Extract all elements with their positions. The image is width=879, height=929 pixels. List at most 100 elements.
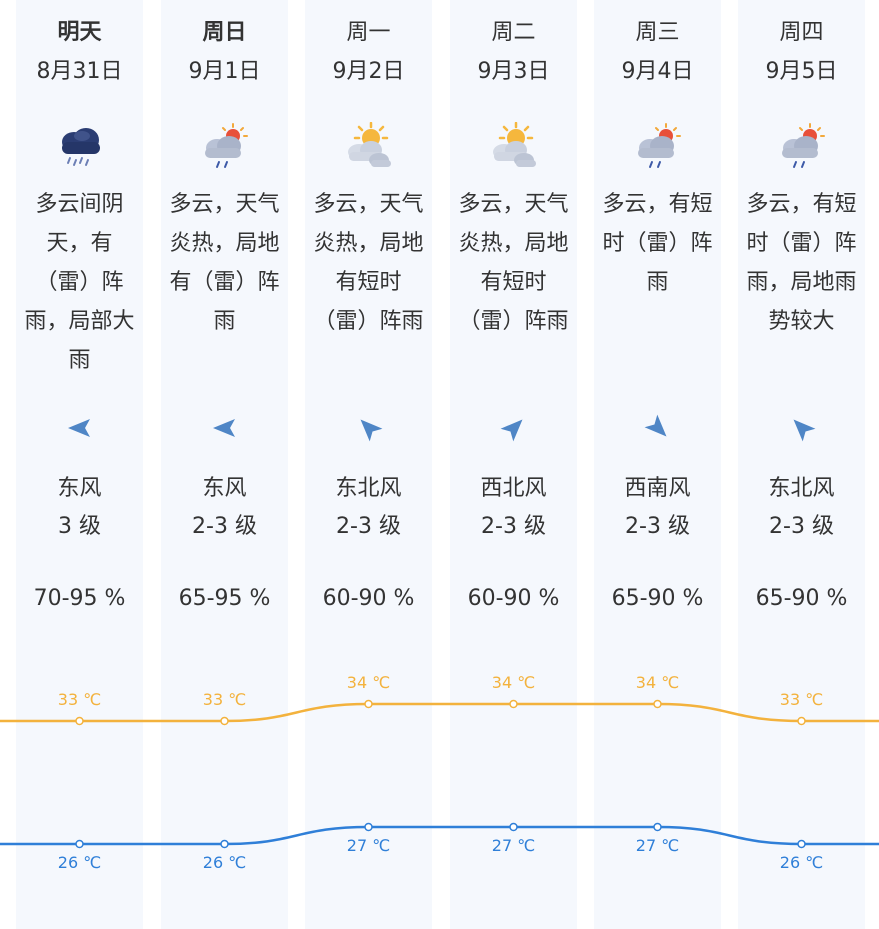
date-label: 9月4日	[621, 59, 694, 84]
weather-desc-line: 多云，天气	[458, 192, 569, 217]
weather-description: 多云，有短时（雷）阵雨，局地雨势较大	[740, 185, 863, 341]
low-temp-label: 26 ℃	[780, 853, 823, 872]
weather-desc-line: 有短时	[480, 270, 547, 295]
weather-desc-line: 雨	[646, 270, 669, 295]
rain-cloud-icon	[52, 122, 108, 174]
wind-direction-arrow-icon	[354, 413, 384, 443]
weather-desc-line: 炎热，局地	[313, 231, 424, 256]
wind-level: 2-3 级	[769, 514, 834, 539]
weather-desc-line: 雨，局部大	[24, 309, 135, 334]
low-temp-point	[653, 822, 662, 832]
weather-desc-line: 炎热，局地	[169, 231, 280, 256]
day-label: 周四	[779, 20, 824, 45]
wind-direction-arrow-icon	[787, 413, 817, 443]
weather-desc-line: 雨，局地雨	[746, 270, 857, 295]
weather-desc-line: （雷）阵雨	[313, 309, 424, 334]
sun-behind-clouds-icon	[341, 121, 397, 174]
sun-behind-clouds-icon	[486, 121, 542, 174]
humidity: 60-90 %	[467, 586, 560, 611]
date-label: 9月2日	[332, 59, 405, 84]
weather-desc-line: 时（雷）阵	[746, 231, 857, 256]
low-temp-point	[797, 839, 806, 849]
humidity: 65-95 %	[178, 586, 271, 611]
wind-direction: 西南风	[624, 476, 691, 501]
high-temp-label: 33 ℃	[203, 690, 246, 709]
high-temp-point	[797, 716, 806, 726]
weather-description: 多云，天气炎热，局地有短时 （雷）阵雨	[452, 185, 575, 341]
low-temp-label: 26 ℃	[203, 853, 246, 872]
high-temp-point	[364, 699, 373, 709]
forecast-day-column: 周日 9月1日 多云，天气炎热，局地有（雷）阵雨 东风 2-3 级 65-95 …	[161, 0, 288, 929]
weather-desc-line: 多云，有短	[602, 192, 713, 217]
weather-desc-line: 势较大	[768, 309, 835, 334]
low-temp-label: 27 ℃	[492, 836, 535, 855]
wind-direction: 东风	[57, 476, 102, 501]
weather-desc-line: 时（雷）阵	[602, 231, 713, 256]
weather-desc-line: 雨	[68, 348, 91, 373]
weather-desc-line: 炎热，局地	[458, 231, 569, 256]
high-temp-label: 34 ℃	[492, 673, 535, 692]
weather-description: 多云间阴天，有 （雷）阵雨，局部大雨	[18, 185, 141, 380]
weather-description: 多云，有短时（雷）阵雨	[596, 185, 719, 302]
weather-desc-line: （雷）阵	[35, 270, 124, 295]
high-temp-point	[509, 699, 518, 709]
humidity: 65-90 %	[611, 586, 704, 611]
high-temp-label: 33 ℃	[780, 690, 823, 709]
sun-cloud-rain-icon	[630, 122, 686, 174]
high-temp-line	[0, 702, 879, 723]
high-temp-label: 34 ℃	[636, 673, 679, 692]
forecast-day-column: 周二 9月3日 多云，天气炎热，局地有短时 （雷）阵雨 西北风 2-3 级 60-…	[450, 0, 577, 929]
weather-desc-line: 多云，天气	[313, 192, 424, 217]
forecast-day-column: 明天 8月31日 多云间阴 天，有 （雷）阵 雨，局部大雨 东风 3 级 70-95 …	[16, 0, 143, 929]
humidity: 60-90 %	[322, 586, 415, 611]
weather-desc-line: 雨	[213, 309, 236, 334]
forecast-day-column: 周三 9月4日 多云，有短时（雷）阵雨 西南风 2-3 级 65-90 %	[594, 0, 721, 929]
wind-direction: 东北风	[335, 476, 402, 501]
high-temp-point	[220, 716, 229, 726]
weather-desc-line: 多云，天气	[169, 192, 280, 217]
forecast-day-column: 周一 9月2日 多云，天气炎热，局地有短时 （雷）阵雨 东北风 2-3 级 60-…	[305, 0, 432, 929]
high-temp-point	[75, 716, 84, 726]
weather-desc-line: 有短时	[335, 270, 402, 295]
day-label: 周一	[346, 20, 391, 45]
weather-desc-line: 多云，有短	[746, 192, 857, 217]
high-temp-point	[653, 699, 662, 709]
low-temp-point	[75, 839, 84, 849]
day-label: 周二	[491, 20, 536, 45]
wind-level: 2-3 级	[481, 514, 546, 539]
low-temp-line	[0, 825, 879, 846]
date-label: 8月31日	[36, 59, 123, 84]
wind-level: 2-3 级	[192, 514, 257, 539]
date-label: 9月3日	[477, 59, 550, 84]
low-temp-point	[364, 822, 373, 832]
day-label: 周三	[635, 20, 680, 45]
wind-direction: 西北风	[480, 476, 547, 501]
wind-direction: 东北风	[768, 476, 835, 501]
weather-desc-line: 有（雷）阵	[169, 270, 280, 295]
weather-description: 多云，天气炎热，局地有短时 （雷）阵雨	[307, 185, 430, 341]
humidity: 70-95 %	[33, 586, 126, 611]
low-temp-point	[509, 822, 518, 832]
wind-level: 2-3 级	[336, 514, 401, 539]
low-temp-label: 27 ℃	[636, 836, 679, 855]
wind-level: 3 级	[58, 514, 101, 539]
humidity: 65-90 %	[755, 586, 848, 611]
weather-desc-line: 多云间阴	[35, 192, 124, 217]
high-temp-label: 34 ℃	[347, 673, 390, 692]
forecast-day-column: 周四 9月5日 多云，有短 时（雷）阵 雨，局地雨 势较大 东北风 2-3 级 65-…	[738, 0, 865, 929]
sun-cloud-rain-icon	[774, 122, 830, 174]
wind-direction-arrow-icon	[643, 413, 673, 443]
day-label: 周日	[202, 20, 247, 45]
weather-desc-line: 天，有	[46, 231, 113, 256]
wind-direction-arrow-icon	[499, 413, 529, 443]
date-label: 9月1日	[188, 59, 261, 84]
weather-description: 多云，天气炎热，局地有（雷）阵雨	[163, 185, 286, 341]
wind-direction-arrow-icon	[210, 413, 240, 443]
wind-direction-arrow-icon	[65, 413, 95, 443]
wind-level: 2-3 级	[625, 514, 690, 539]
wind-direction: 东风	[202, 476, 247, 501]
weather-desc-line: （雷）阵雨	[458, 309, 569, 334]
sun-cloud-rain-icon	[197, 122, 253, 174]
low-temp-label: 26 ℃	[58, 853, 101, 872]
